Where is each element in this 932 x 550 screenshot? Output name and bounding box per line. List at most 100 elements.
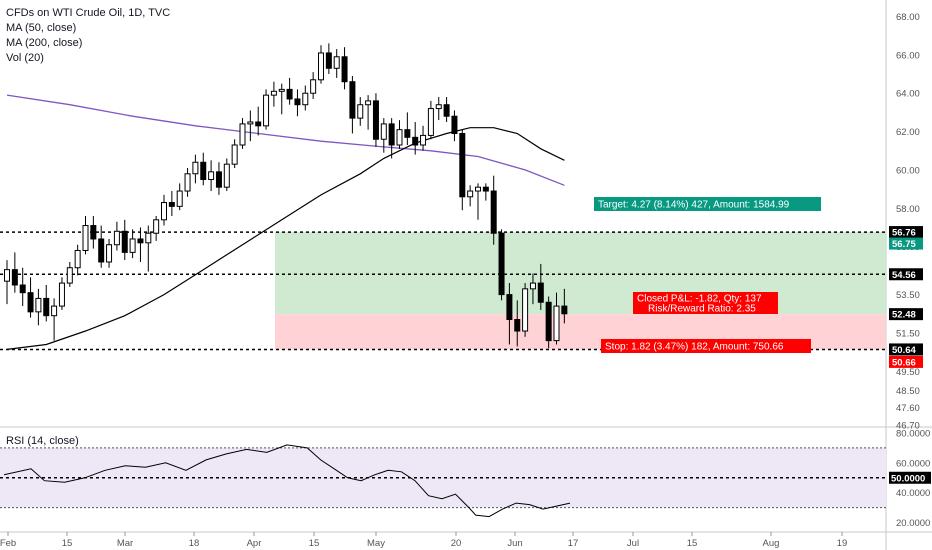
price-tick-label: 51.50	[896, 328, 920, 339]
candle-body	[200, 161, 207, 181]
tag-last: 52.48	[889, 308, 923, 321]
candle	[35, 288, 42, 326]
candle-body	[459, 132, 466, 198]
tag-target-top-bg	[889, 226, 923, 239]
candle	[286, 77, 293, 105]
candle-body	[467, 190, 474, 198]
date-tick-label: Apr	[247, 538, 262, 549]
candle-body	[153, 219, 160, 234]
tag-stop-text: 50.66	[892, 357, 916, 368]
candle-body	[263, 94, 270, 127]
candle	[223, 158, 230, 192]
tag-stop-bg	[889, 355, 923, 368]
candle-body	[184, 173, 191, 192]
candle-body	[318, 52, 324, 81]
candle	[121, 219, 128, 261]
legend-ma200: MA (200, close)	[6, 37, 82, 49]
candle	[427, 100, 434, 140]
tag-target-line-bg	[889, 237, 923, 250]
candle	[153, 215, 160, 241]
candle-body	[192, 161, 199, 175]
tag-stop-line-text: 50.64	[892, 345, 916, 356]
candle	[90, 215, 97, 249]
candle	[98, 225, 105, 268]
date-tick-label: May	[367, 538, 385, 549]
candle-body	[302, 92, 309, 106]
tag-rsi-50: 50.0000	[889, 471, 931, 484]
candle	[475, 183, 481, 220]
date-tick-label: 17	[568, 538, 579, 549]
candle	[106, 238, 113, 268]
candle	[294, 89, 301, 117]
rsi-legend: RSI (14, close)	[6, 435, 79, 447]
candle	[388, 118, 395, 159]
candle-body	[498, 232, 505, 296]
candle-body	[561, 305, 568, 315]
ma200-line	[6, 94, 565, 186]
candle-body	[239, 123, 246, 146]
target-zone	[275, 232, 886, 315]
candle-body	[349, 81, 356, 119]
stop-label: Stop: 1.82 (3.47%) 182, Amount: 750.66	[605, 342, 784, 353]
rsi-tick-label: 80.0000	[896, 428, 930, 439]
candle-body	[129, 238, 136, 253]
tag-target-top-text: 56.76	[892, 228, 916, 239]
candle-body	[545, 301, 552, 342]
candle-body	[19, 284, 26, 294]
candle-body	[51, 305, 58, 317]
tag-rsi-50-text: 50.0000	[891, 473, 925, 484]
candle-body	[215, 171, 222, 188]
candle	[27, 277, 34, 318]
candle-body	[223, 163, 230, 188]
candle	[443, 97, 450, 122]
candle-body	[35, 297, 42, 313]
tag-last-text: 52.48	[892, 310, 916, 321]
candle	[537, 263, 544, 310]
candle-body	[286, 88, 293, 100]
candle	[404, 112, 411, 145]
candle	[145, 225, 152, 272]
candle-body	[427, 108, 434, 136]
date-tick-label: Mar	[117, 538, 133, 549]
candle	[74, 244, 81, 276]
stop-label-box: Stop: 1.82 (3.47%) 182, Amount: 750.66	[601, 339, 811, 353]
candle	[113, 221, 120, 251]
candle-body	[4, 269, 10, 282]
candle-body	[325, 52, 332, 69]
candle	[372, 93, 379, 147]
ma50-line	[6, 127, 565, 350]
date-tick-label: 19	[837, 538, 848, 549]
date-tick-label: Aug	[763, 538, 780, 549]
candle-body	[490, 190, 497, 234]
candle-body	[475, 186, 481, 192]
candle-body	[420, 134, 427, 146]
rsi-tick-label: 20.0000	[896, 518, 930, 529]
candle-body	[388, 123, 395, 146]
candle	[263, 89, 270, 130]
candle	[82, 215, 89, 255]
price-tick-label: 47.60	[896, 403, 920, 414]
candle	[310, 72, 317, 99]
candle	[357, 97, 364, 126]
price-tick-label: 66.00	[896, 50, 920, 61]
rsi-tick-label: 40.0000	[896, 488, 930, 499]
candle-body	[270, 90, 277, 96]
candle	[380, 118, 387, 153]
candle	[522, 283, 529, 337]
candle	[11, 252, 18, 293]
tag-stop-line: 50.64	[889, 343, 923, 356]
price-tick-label: 60.00	[896, 165, 920, 176]
position-zones	[275, 232, 886, 350]
candle-body	[58, 282, 65, 307]
candle	[184, 168, 191, 197]
candle	[341, 47, 348, 90]
candle	[129, 229, 136, 259]
date-tick-label: 18	[189, 538, 200, 549]
legend-ma50: MA (50, close)	[6, 22, 76, 34]
candle	[192, 154, 199, 184]
tag-target-line: 56.75	[889, 237, 923, 250]
candle	[420, 125, 427, 151]
candle	[561, 288, 568, 324]
candle	[498, 229, 505, 301]
candle-body	[168, 202, 175, 207]
